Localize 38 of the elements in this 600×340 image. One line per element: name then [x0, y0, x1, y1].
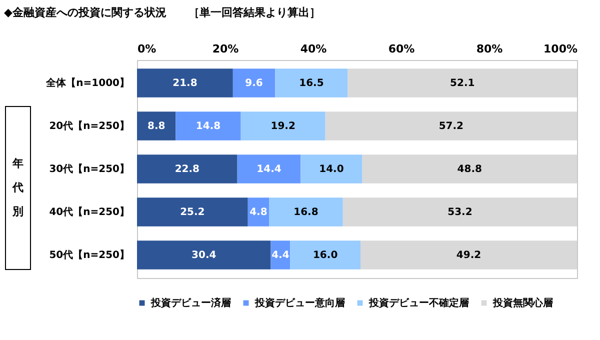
data-label: 25.2 [180, 207, 205, 218]
data-label: 57.2 [438, 121, 464, 132]
y-tick-label: 20代【n=250】 [49, 120, 130, 132]
x-tick-label: 80% [476, 42, 503, 56]
data-label: 53.2 [448, 207, 472, 218]
data-label: 16.0 [312, 250, 338, 261]
chart-subtitle: ［単一回答結果より算出］ [188, 6, 320, 19]
x-tick-label: 0% [138, 42, 156, 56]
legend-label: 投資デビュー不確定層 [368, 297, 469, 309]
data-label: 16.5 [299, 78, 324, 90]
data-label: 8.8 [148, 121, 166, 132]
data-label: 30.4 [192, 250, 216, 261]
data-label: 49.2 [456, 250, 482, 261]
y-tick-label: 全体【n=1000】 [45, 77, 130, 90]
data-label: 4.8 [250, 207, 268, 218]
y-tick-label: 40代【n=250】 [49, 206, 130, 218]
data-label: 52.1 [450, 78, 475, 90]
legend-label: 投資無関心層 [492, 297, 553, 309]
chart-title: ◆金融資産への投資に関する状況 [4, 6, 166, 19]
data-label: 22.8 [174, 164, 200, 175]
x-tick-label: 100% [544, 42, 578, 56]
legend-label: 投資デビュー済層 [150, 297, 231, 309]
data-label: 48.8 [457, 164, 482, 175]
x-tick-label: 60% [388, 42, 415, 56]
data-label: 21.8 [172, 78, 198, 90]
data-label: 16.8 [294, 207, 318, 218]
x-tick-label: 40% [300, 42, 327, 56]
data-label: 14.4 [256, 164, 282, 175]
text: 年代別 [12, 156, 24, 220]
legend-label: 投資デビュー意向層 [254, 297, 345, 309]
data-label: 14.0 [319, 164, 344, 175]
data-label: 19.2 [270, 121, 296, 132]
y-tick-label: 50代【n=250】 [49, 248, 130, 261]
y-tick-label: 30代【n=250】 [49, 163, 130, 175]
data-label: 14.8 [196, 121, 221, 132]
x-tick-label: 20% [212, 42, 239, 56]
data-label: 9.6 [245, 78, 263, 90]
data-label: 4.4 [272, 250, 290, 261]
